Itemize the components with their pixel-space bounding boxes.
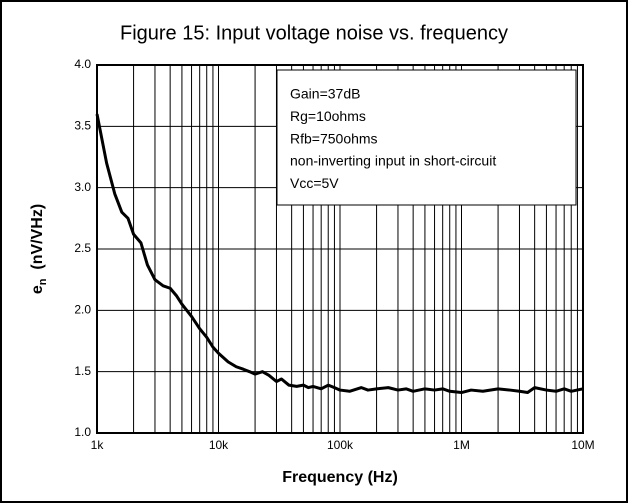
annotation-line: Rfb=750ohms <box>290 130 378 146</box>
x-tick-label: 10M <box>571 438 594 452</box>
y-tick-label: 1.5 <box>74 364 91 378</box>
y-tick-label: 1.0 <box>74 425 91 439</box>
y-tick-label: 3.5 <box>74 119 91 133</box>
annotation-line: non-inverting input in short-circuit <box>290 153 496 169</box>
plot: Gain=37dB Rg=10ohms Rfb=750ohms non-inverti… <box>95 69 584 395</box>
x-tick-label: 1k <box>91 438 105 452</box>
annotation-line: Rg=10ohms <box>290 108 366 124</box>
y-label-unit: (nV/VHz) <box>29 204 46 279</box>
annotation-line: Gain=37dB <box>290 86 360 102</box>
y-label-subscript: n <box>37 278 49 285</box>
y-tick-label: 2.5 <box>74 241 91 255</box>
annotation-box <box>276 69 577 206</box>
y-tick-label: 2.0 <box>74 303 91 317</box>
plot-border <box>96 64 584 434</box>
x-axis-label: Frequency (Hz) <box>282 469 398 486</box>
chart-title: Figure 15: Input voltage noise vs. frequ… <box>120 22 508 44</box>
y-label-symbol: e <box>29 285 46 294</box>
line-series <box>95 113 584 395</box>
annotation-line: Vcc=5V <box>290 175 339 191</box>
y-tick-label: 4.0 <box>74 57 91 71</box>
y-axis-label: en (nV/VHz) <box>29 204 49 294</box>
x-tick-label: 1M <box>453 438 470 452</box>
y-tick-label: 3.0 <box>74 180 91 194</box>
x-tick-label: 100k <box>327 438 354 452</box>
x-tick-label: 10k <box>209 438 229 452</box>
